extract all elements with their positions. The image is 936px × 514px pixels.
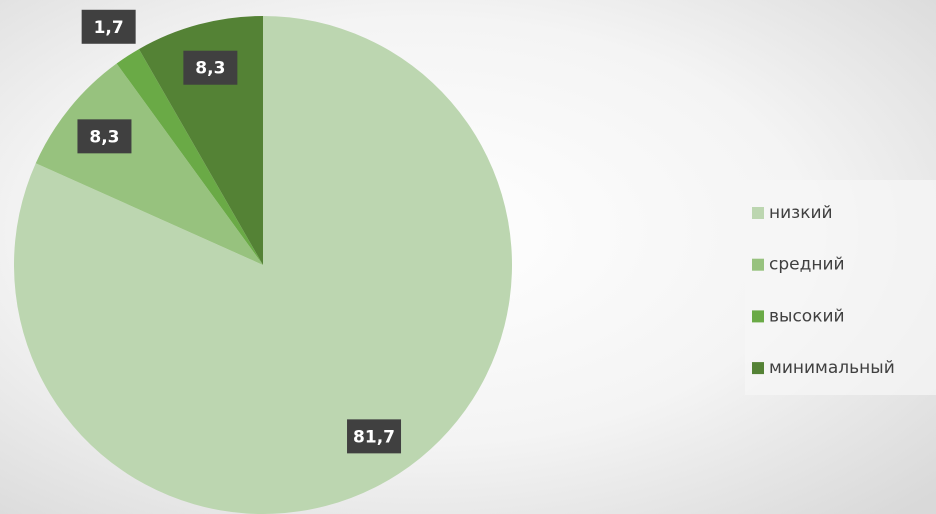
legend-swatch <box>752 310 764 323</box>
pie-slice <box>35 63 264 266</box>
pie-slice <box>13 16 513 514</box>
data-label: 8,3 <box>89 127 119 147</box>
legend-swatch <box>752 258 764 271</box>
data-label: 8,3 <box>195 59 225 79</box>
data-label-box <box>183 50 238 85</box>
legend-swatch <box>752 362 764 375</box>
legend-label: средний <box>769 255 845 275</box>
legend-box <box>745 180 936 395</box>
legend-label: минимальный <box>769 358 895 378</box>
legend-swatch <box>752 207 764 219</box>
legend-label: высокий <box>769 306 845 326</box>
data-label-box <box>77 119 132 154</box>
data-label-box <box>347 419 402 454</box>
data-label-box <box>81 9 136 44</box>
legend-label: низкий <box>769 203 833 223</box>
pie-slice <box>116 49 263 265</box>
data-label: 1,7 <box>94 18 124 38</box>
data-label: 81,7 <box>353 427 395 447</box>
